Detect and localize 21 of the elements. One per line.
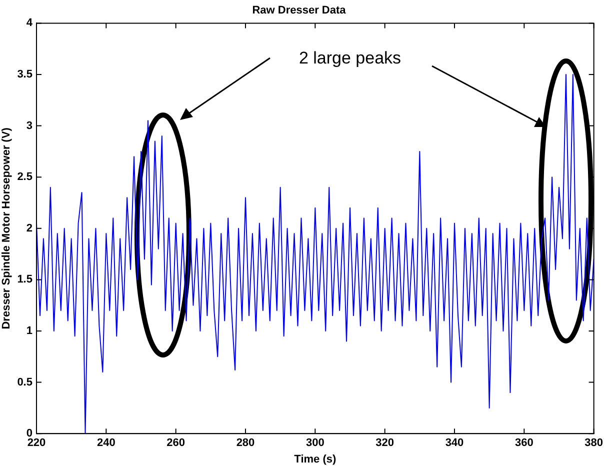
x-tick-label: 320 — [376, 437, 394, 450]
y-tick-label: 0.5 — [17, 376, 32, 388]
y-tick-label: 1 — [26, 325, 32, 338]
y-tick-label: 4 — [26, 17, 34, 30]
x-tick-label: 260 — [166, 437, 186, 450]
x-tick-label: 360 — [514, 437, 534, 450]
y-tick-label: 3.5 — [17, 68, 32, 81]
x-tick-label: 220 — [27, 437, 46, 450]
annotation: 2 large peaks — [298, 48, 402, 68]
y-tick-label: 2.5 — [17, 171, 32, 184]
x-axis-title: Time (s) — [294, 453, 336, 466]
x-tick-label: 240 — [96, 437, 116, 450]
x-tick-label: 300 — [306, 437, 324, 450]
y-tick-label: 3 — [26, 120, 32, 132]
y-tick-label: 2 — [26, 222, 32, 234]
y-tick-label: 1.5 — [17, 274, 32, 286]
y-axis-title: Dresser Spindle Motor Horsepower (V) — [0, 127, 13, 330]
x-tick-label: 340 — [445, 437, 464, 450]
x-tick-label: 380 — [584, 437, 604, 450]
x-tick-label: 280 — [236, 437, 255, 450]
chart-title: Raw Dresser Data — [252, 4, 347, 17]
